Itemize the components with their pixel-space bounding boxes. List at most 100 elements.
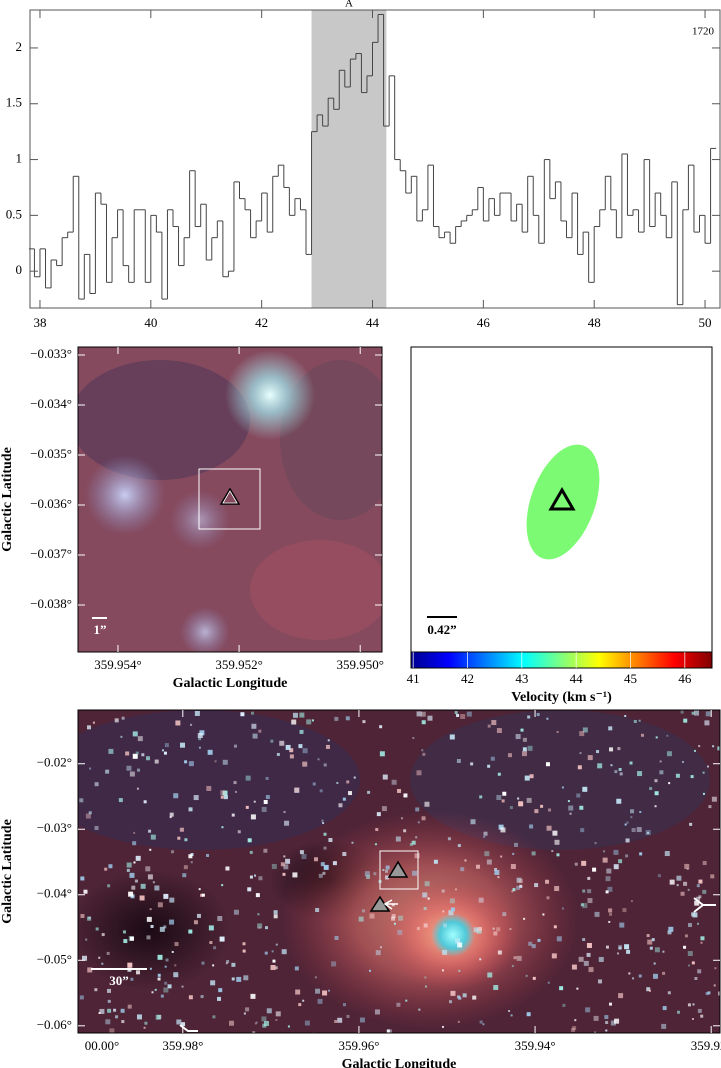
star bbox=[619, 922, 625, 928]
star bbox=[559, 986, 564, 991]
star bbox=[108, 864, 113, 869]
star bbox=[198, 737, 202, 741]
star bbox=[514, 842, 519, 847]
star bbox=[196, 913, 201, 918]
star bbox=[150, 924, 154, 928]
star bbox=[151, 991, 154, 994]
star bbox=[717, 746, 720, 751]
star bbox=[206, 785, 212, 791]
star bbox=[527, 745, 533, 751]
star bbox=[510, 1014, 513, 1017]
star bbox=[580, 828, 585, 833]
star bbox=[299, 729, 304, 734]
colorbar-tick-label: 46 bbox=[678, 671, 692, 686]
star bbox=[646, 987, 651, 992]
star bbox=[275, 1011, 281, 1017]
star bbox=[647, 939, 653, 945]
colorbar-tick-label: 41 bbox=[407, 671, 420, 686]
star bbox=[331, 961, 337, 967]
star bbox=[188, 995, 193, 1000]
star bbox=[512, 852, 515, 855]
star bbox=[698, 895, 702, 899]
star bbox=[105, 769, 110, 774]
star bbox=[450, 990, 456, 996]
star bbox=[449, 898, 455, 904]
star bbox=[169, 812, 174, 817]
star bbox=[98, 1011, 101, 1014]
x-tick-label: 00.00° bbox=[85, 1038, 119, 1053]
star bbox=[366, 875, 371, 880]
star bbox=[669, 879, 675, 885]
star bbox=[164, 743, 169, 748]
star bbox=[193, 920, 198, 925]
star bbox=[190, 861, 193, 864]
star bbox=[518, 879, 523, 884]
star bbox=[265, 776, 269, 780]
star bbox=[562, 1003, 566, 1007]
star bbox=[128, 891, 134, 897]
star bbox=[146, 935, 151, 940]
image-panel-2 bbox=[410, 346, 713, 669]
star bbox=[516, 877, 522, 883]
star bbox=[95, 927, 99, 931]
star bbox=[301, 854, 307, 860]
star bbox=[381, 806, 387, 812]
star bbox=[496, 927, 501, 932]
star bbox=[181, 1022, 186, 1027]
star bbox=[525, 974, 528, 977]
star bbox=[328, 989, 331, 992]
star bbox=[547, 981, 550, 984]
star bbox=[579, 731, 585, 737]
star bbox=[509, 806, 513, 810]
star bbox=[582, 727, 588, 733]
x-tick-label: 40 bbox=[144, 315, 157, 330]
star bbox=[484, 851, 490, 857]
star bbox=[129, 936, 134, 941]
star bbox=[528, 941, 533, 946]
star bbox=[466, 711, 472, 717]
star bbox=[639, 852, 643, 856]
star bbox=[261, 806, 267, 812]
star bbox=[554, 839, 560, 845]
star bbox=[580, 903, 584, 907]
star bbox=[369, 913, 375, 919]
star bbox=[322, 990, 328, 996]
star bbox=[424, 985, 427, 988]
star bbox=[334, 1020, 338, 1024]
star bbox=[263, 848, 268, 853]
star bbox=[700, 941, 703, 944]
star bbox=[700, 1014, 704, 1018]
star bbox=[298, 744, 303, 749]
star bbox=[302, 999, 305, 1002]
star bbox=[160, 994, 164, 998]
star bbox=[247, 838, 252, 843]
star bbox=[638, 974, 642, 978]
star bbox=[507, 753, 512, 758]
star bbox=[608, 908, 613, 913]
star bbox=[585, 1007, 591, 1013]
y-tick-label: 0 bbox=[16, 262, 23, 277]
star bbox=[711, 796, 717, 802]
star bbox=[534, 883, 539, 888]
star bbox=[624, 823, 627, 826]
star bbox=[197, 732, 203, 738]
star bbox=[605, 1029, 608, 1032]
star bbox=[491, 720, 497, 726]
star bbox=[571, 1027, 576, 1032]
star bbox=[163, 751, 167, 755]
star bbox=[422, 892, 428, 898]
star bbox=[122, 930, 126, 934]
star bbox=[690, 775, 694, 779]
star bbox=[345, 716, 350, 721]
star bbox=[348, 791, 353, 796]
star bbox=[676, 875, 682, 881]
star bbox=[314, 976, 317, 979]
star bbox=[654, 791, 659, 796]
star bbox=[270, 739, 274, 743]
star bbox=[362, 720, 366, 724]
x-tick-label: 42 bbox=[255, 315, 268, 330]
annotation: 1720 bbox=[692, 26, 715, 38]
star bbox=[120, 1008, 125, 1013]
star bbox=[255, 893, 260, 898]
